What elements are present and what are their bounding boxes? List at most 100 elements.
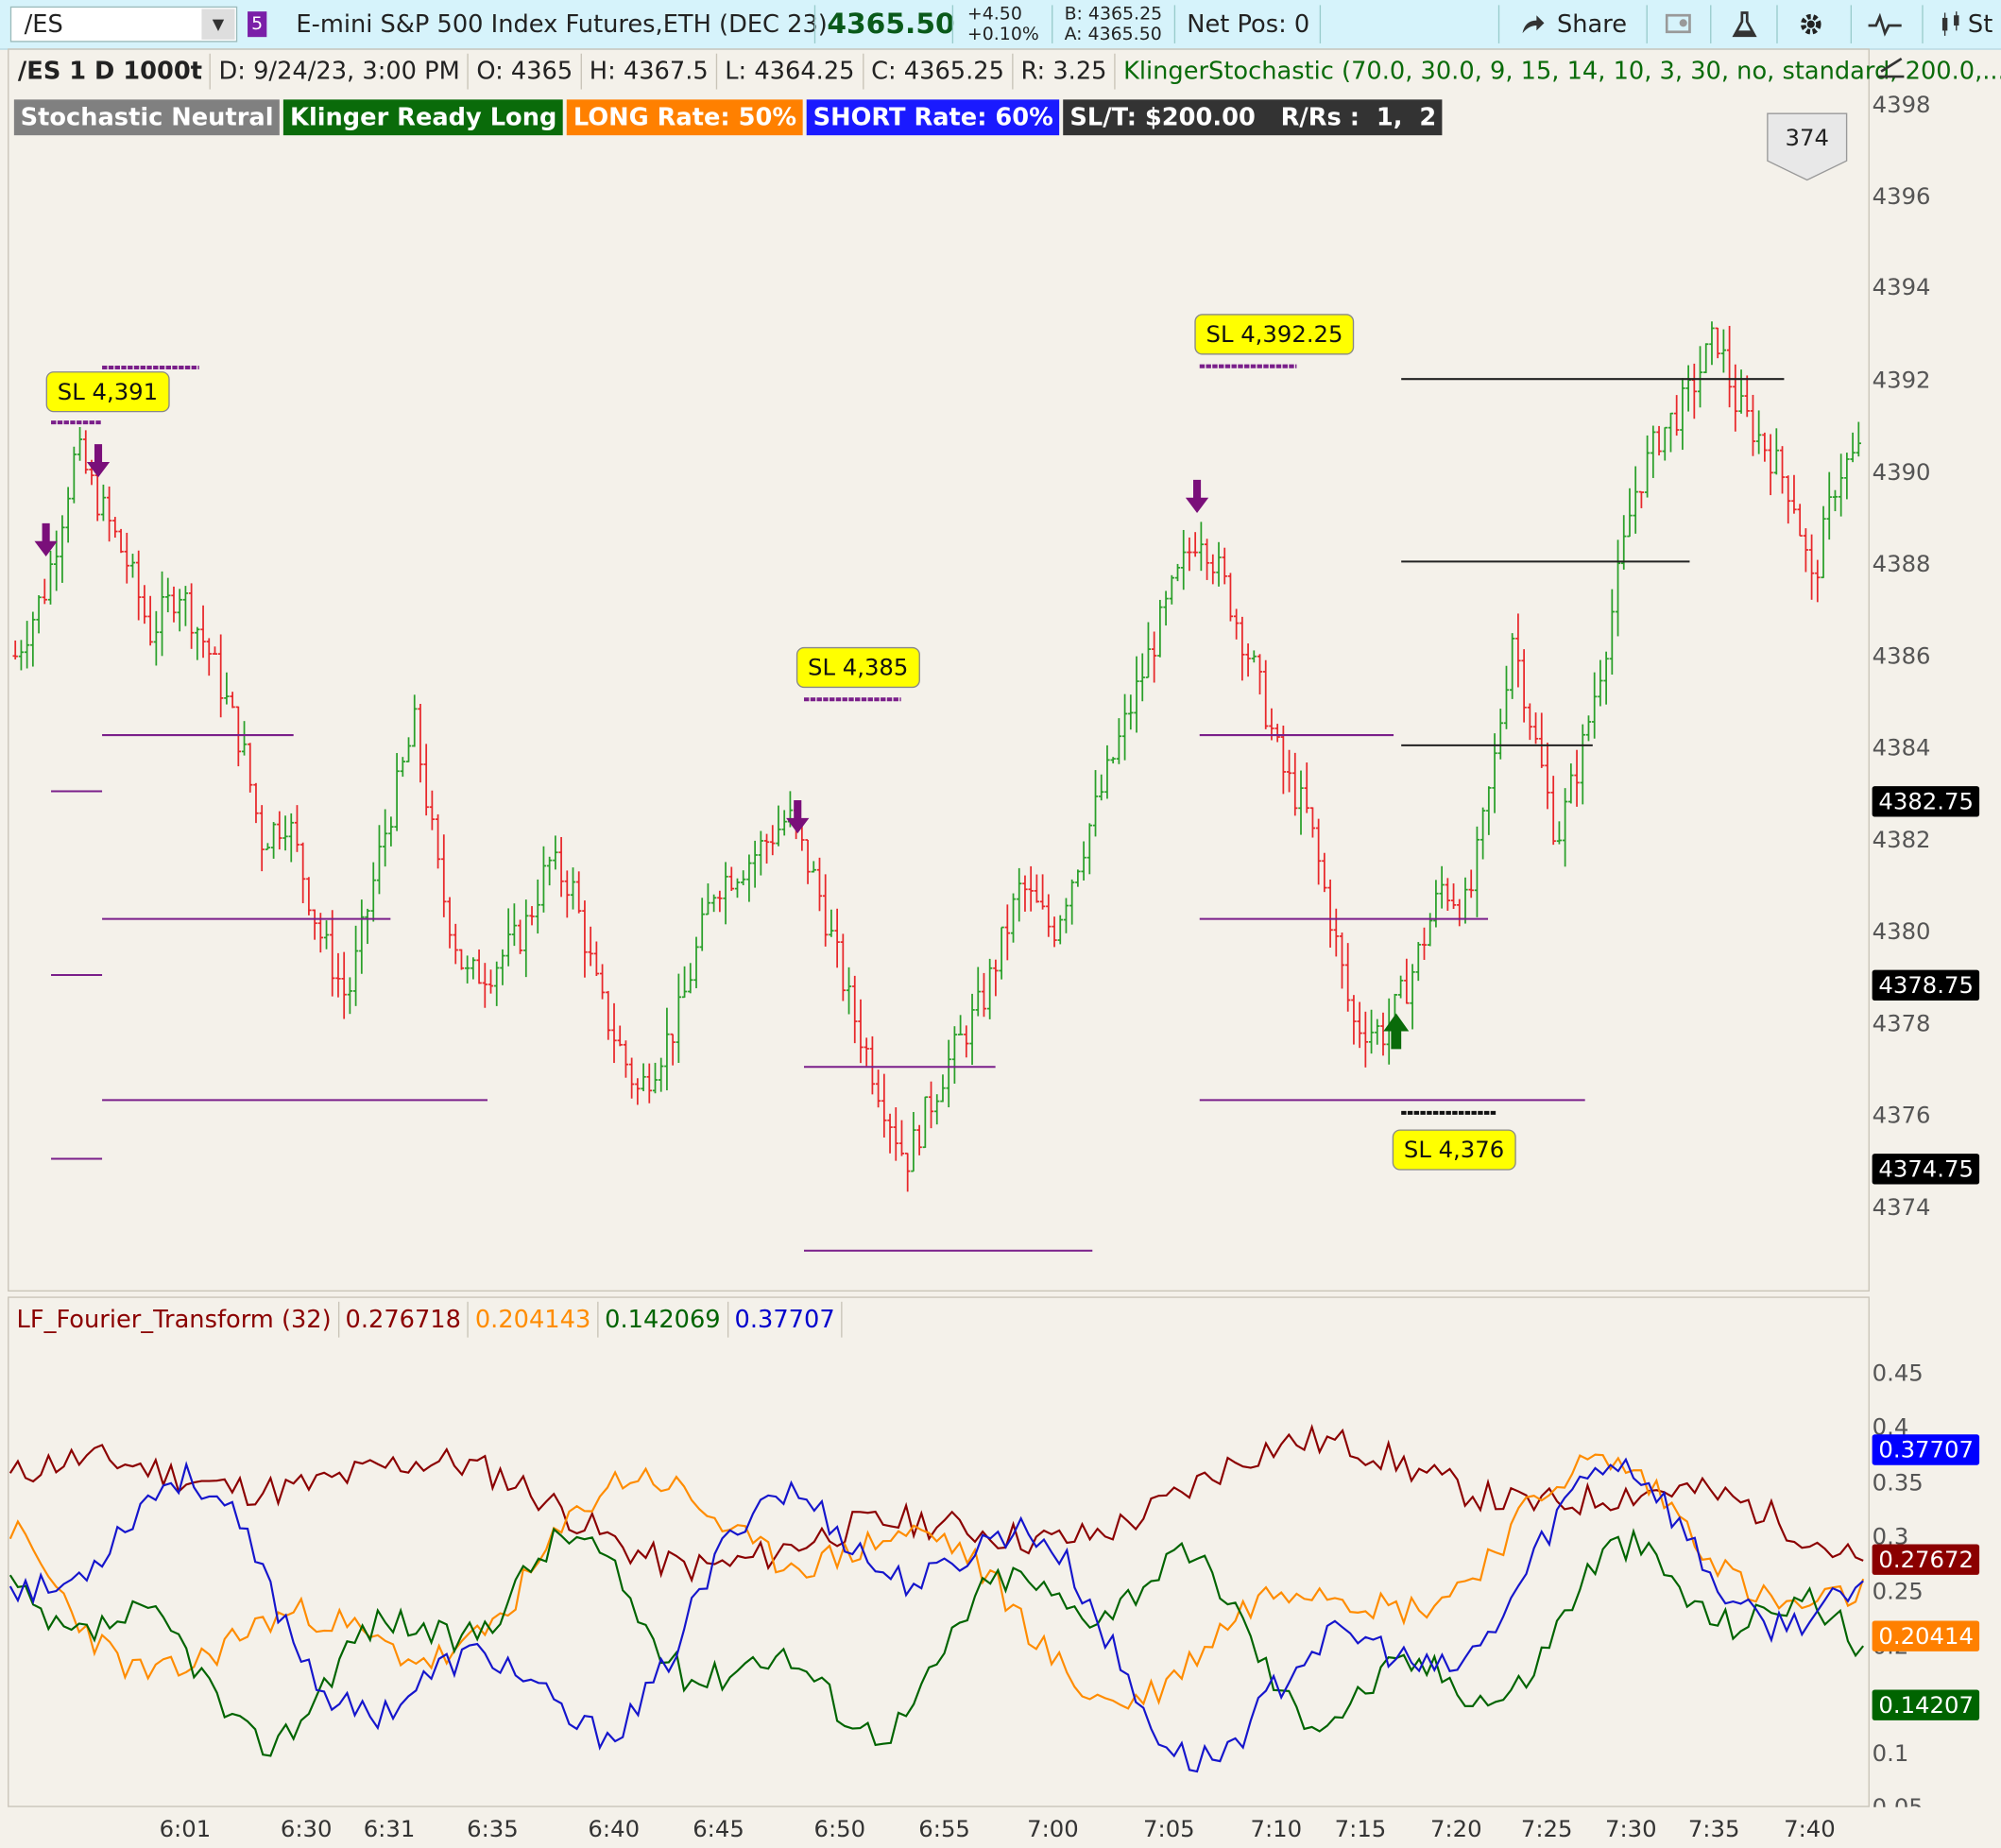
header-high: H: 4367.5	[582, 53, 718, 90]
header-open: O: 4365	[469, 53, 582, 90]
badge-sl-target: SL/T: $200.00 R/Rs : 1, 2	[1063, 99, 1443, 136]
ask-price: A: 4365.50	[1064, 24, 1162, 45]
time-tick: 6:55	[918, 1816, 970, 1843]
price-tick: 4374	[1872, 1194, 1931, 1222]
indicator-tick: 0.05	[1873, 1794, 1924, 1807]
header-low: L: 4364.25	[717, 53, 864, 90]
indicator-value: 0.142069	[598, 1301, 728, 1338]
time-tick: 7:10	[1250, 1816, 1303, 1843]
time-tick: 6:50	[813, 1816, 866, 1843]
symbol-dropdown-icon[interactable]: ▼	[201, 9, 235, 40]
gear-icon	[1800, 13, 1821, 35]
time-tick: 6:35	[467, 1816, 519, 1843]
candles-icon	[1941, 11, 1959, 36]
time-tick: 7:05	[1143, 1816, 1195, 1843]
header-range: R: 3.25	[1013, 53, 1116, 90]
link-group-badge[interactable]: 5	[248, 11, 267, 38]
flask-button[interactable]	[1731, 0, 1759, 48]
header-date: D: 9/24/23, 3:00 PM	[211, 53, 470, 90]
badge-long-rate: LONG Rate: 50%	[567, 99, 803, 136]
indicator-tick: 0.45	[1872, 1360, 1924, 1388]
symbol-selector[interactable]: /ES ▼	[9, 6, 238, 43]
time-tick: 7:00	[1027, 1816, 1079, 1843]
top-toolbar: /ES ▼ 5 E-mini S&P 500 Index Futures,ETH…	[0, 0, 2001, 50]
indicator-tick: 0.25	[1872, 1578, 1924, 1606]
fourier-line-blue	[9, 1457, 1864, 1773]
time-tick: 7:20	[1429, 1816, 1482, 1843]
net-change: +4.50	[966, 4, 1022, 25]
header-close: C: 4365.25	[864, 53, 1014, 90]
fourier-line-orange	[9, 1453, 1865, 1710]
signal-badges: Stochastic Neutral Klinger Ready Long LO…	[13, 99, 1446, 136]
time-tick: 7:15	[1334, 1816, 1387, 1843]
studies-label: St	[1967, 9, 1993, 39]
price-tag: 4378.75	[1872, 969, 1980, 1001]
symbol-text: /ES	[24, 9, 63, 39]
price-tick: 4390	[1872, 459, 1931, 487]
share-label: Share	[1556, 9, 1628, 39]
price-tick: 4388	[1872, 551, 1931, 578]
net-change-pct: +0.10%	[966, 24, 1039, 45]
studies-wave-button[interactable]	[1866, 0, 1905, 48]
price-tick: 4376	[1872, 1103, 1931, 1130]
indicator-title[interactable]: LF_Fourier_Transform (32)	[10, 1301, 339, 1338]
sl-label: SL 4,385	[795, 646, 920, 689]
flask-icon	[1732, 11, 1757, 38]
price-tag: 4374.75	[1872, 1154, 1980, 1185]
badge-klinger: Klinger Ready Long	[283, 99, 564, 136]
short-signal-arrow	[786, 799, 810, 834]
price-tick: 4398	[1872, 92, 1931, 119]
price-scale-icon[interactable]	[1876, 54, 1907, 82]
price-tick: 4378	[1872, 1010, 1931, 1038]
layout-button[interactable]	[1665, 0, 1694, 48]
time-tick: 7:30	[1605, 1816, 1657, 1843]
price-tick: 4384	[1872, 735, 1931, 762]
sl-label: SL 4,391	[45, 371, 170, 413]
price-tick: 4396	[1872, 183, 1931, 211]
sl-label: SL 4,392.25	[1194, 314, 1355, 355]
indicator-tick: 0.35	[1872, 1470, 1924, 1497]
long-signal-arrow	[1383, 1013, 1410, 1050]
fourier-line-dark-red	[9, 1423, 1864, 1583]
time-tick: 7:35	[1687, 1816, 1740, 1843]
net-position: Net Pos: 0	[1187, 9, 1310, 39]
share-button[interactable]: Share	[1518, 0, 1627, 48]
short-signal-arrow	[1185, 479, 1209, 514]
indicator-tag: 0.20414	[1872, 1620, 1980, 1651]
short-signal-arrow	[86, 444, 111, 478]
chart-header: /ES 1 D 1000t D: 9/24/23, 3:00 PM O: 436…	[10, 53, 2001, 90]
short-signal-arrow	[34, 522, 58, 556]
instrument-description: E-mini S&P 500 Index Futures,ETH (DEC 23…	[296, 9, 828, 39]
time-tick: 7:40	[1784, 1816, 1836, 1843]
time-tick: 6:01	[159, 1816, 212, 1843]
price-tick: 4394	[1872, 274, 1931, 301]
badge-short-rate: SHORT Rate: 60%	[806, 99, 1060, 136]
wave-icon	[1868, 12, 1902, 37]
studies-button[interactable]: St	[1940, 0, 1992, 48]
bid-price: B: 4365.25	[1064, 4, 1163, 25]
chart-id: /ES 1 D 1000t	[10, 53, 212, 90]
time-tick: 6:45	[693, 1816, 744, 1843]
price-tick: 4382	[1872, 827, 1931, 854]
indicator-tag: 0.27672	[1872, 1544, 1980, 1575]
settings-button[interactable]	[1797, 0, 1825, 48]
time-tick: 6:31	[363, 1816, 416, 1843]
indicator-value: 0.276718	[339, 1301, 470, 1338]
indicator-value: 0.37707	[728, 1301, 843, 1338]
indicator-tag: 0.37707	[1872, 1434, 1980, 1465]
time-tick: 6:30	[280, 1816, 333, 1843]
price-tick: 4392	[1872, 368, 1931, 395]
bar-count-badge[interactable]: 374	[1767, 112, 1848, 181]
study-label[interactable]: KlingerStochastic (70.0, 30.0, 9, 15, 14…	[1116, 54, 2001, 90]
indicator-value: 0.204143	[469, 1301, 599, 1338]
price-panel[interactable]	[8, 48, 1870, 1292]
indicator-tick: 0.1	[1872, 1740, 1909, 1768]
sl-label: SL 4,376	[1392, 1129, 1516, 1171]
indicator-header: LF_Fourier_Transform (32) 0.276718 0.204…	[10, 1301, 843, 1338]
price-tick: 4386	[1872, 642, 1931, 671]
indicator-panel[interactable]	[8, 1296, 1870, 1807]
price-tag: 4382.75	[1872, 786, 1980, 817]
time-tick: 6:40	[588, 1816, 641, 1843]
price-tick: 4380	[1872, 918, 1931, 946]
